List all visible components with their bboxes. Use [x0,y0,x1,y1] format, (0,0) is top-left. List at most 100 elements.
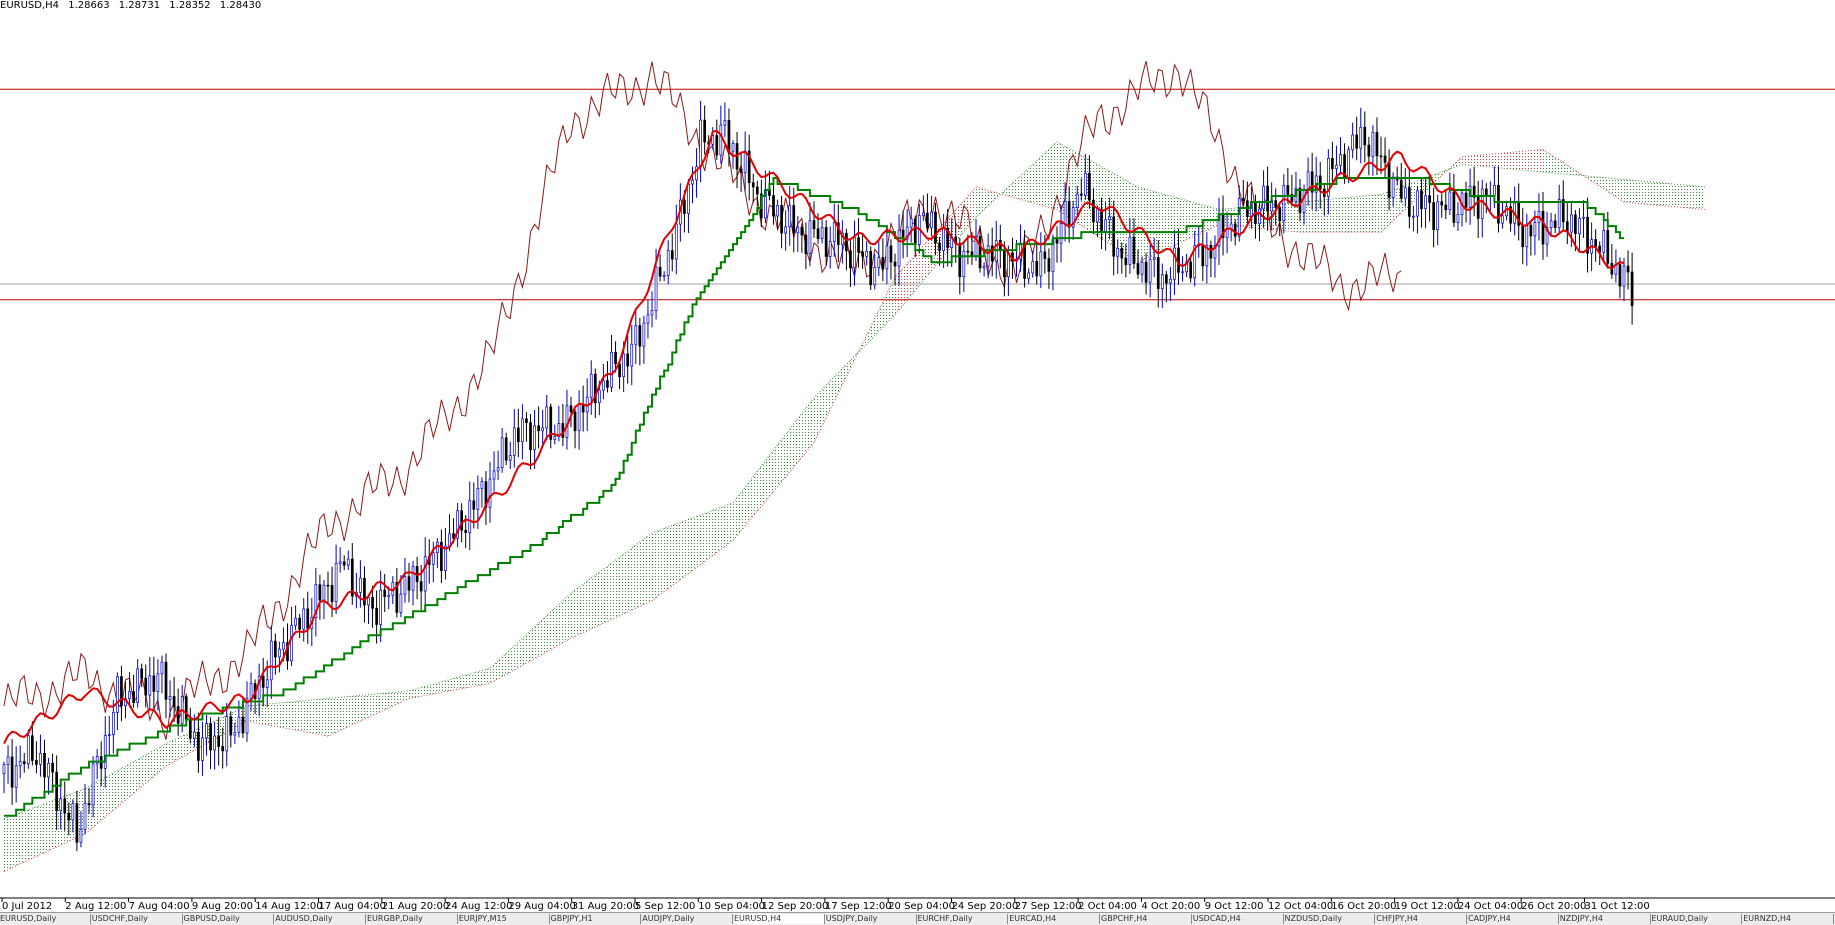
candle-body [217,735,220,747]
candle-body [853,237,856,269]
candle [1399,162,1403,203]
candle-body [1067,201,1071,228]
candle-body [383,589,387,597]
candle-body [840,232,844,245]
chart-tab[interactable]: EURCHF,Daily [918,914,1009,924]
candle-body [1525,224,1529,248]
candle [869,246,873,291]
candle [1120,242,1124,274]
candle-body [107,734,111,736]
chart-tab[interactable]: EURUSD,Daily [0,914,91,924]
candle-body [1083,172,1087,196]
chart-tab[interactable]: USDCAD,H4 [1193,914,1284,924]
candle-body [832,222,836,242]
candle-body [1407,187,1411,217]
candle [529,414,532,470]
chart-tab[interactable]: CADJPY,H4 [1468,914,1559,924]
tenkan-sen [3,129,1625,745]
chart-tab[interactable]: AUDUSD,Daily [275,914,366,924]
time-tick-label: 17 Sep 12:00 [825,901,892,912]
chart-tab[interactable]: NZDUSD,Daily [1285,914,1376,924]
chart-tab[interactable]: CHFJPY,H4 [1376,914,1467,924]
time-tick-label: 17 Aug 04:00 [319,901,386,912]
candle-body [909,218,913,228]
candle-body [1444,204,1448,211]
chart-tab[interactable]: EURJPY,M15 [459,914,550,924]
time-tick-label: 19 Oct 12:00 [1395,901,1460,912]
candle-body [1002,249,1006,278]
chart-tab[interactable]: EURAUD,Daily [1652,914,1743,924]
candle-body [1529,224,1533,237]
candle-body [1063,201,1067,225]
candle-body [1574,214,1577,235]
candle [1116,239,1120,274]
candle [423,537,427,611]
candle-body [26,735,30,765]
candle-body [1059,223,1063,244]
candle [1071,200,1075,240]
candle [966,234,970,265]
candle [662,271,666,281]
chart-tab[interactable]: USDJPY,Daily [826,914,917,924]
candle [642,315,646,364]
ohlc-low: 1.28352 [169,0,211,11]
candle [1079,178,1083,201]
candle-body [946,227,950,248]
chart-tab[interactable]: EURCAD,H4 [1009,914,1100,924]
candle [225,702,229,767]
candle-body [326,584,330,587]
candle-body [642,322,646,347]
chart-tab[interactable]: NZDJPY,H4 [1560,914,1651,924]
candle-body [930,211,933,229]
candle-body [213,735,216,751]
candle-body [168,696,172,700]
candle [480,477,484,508]
candle [792,188,796,253]
candle [735,131,739,189]
chart-tab[interactable]: GBPCHF,H4 [1101,914,1192,924]
candle [650,291,654,328]
candle-body [496,467,500,472]
candle [399,575,403,618]
candle-body [986,245,990,267]
candle-body [241,716,245,734]
candle-body [638,325,642,347]
chart-tab[interactable]: AUDJPY,Daily [642,914,733,924]
candle-body [346,558,350,566]
kumo-segment [814,277,895,443]
chart-tab[interactable]: GBPUSD,Daily [184,914,275,924]
chart-tab[interactable]: EURGBP,Daily [367,914,458,924]
candle-body [654,266,658,311]
candle-body [18,761,22,767]
chart-tab[interactable]: EURNZD,H4 [1743,914,1834,924]
ohlc-close: 1.28430 [219,0,262,11]
candle [346,550,350,571]
candle-body [492,470,496,480]
candle-body [512,427,516,456]
candle-body [87,803,91,806]
candle-body [962,250,966,277]
candle [800,223,804,253]
candle [205,714,208,756]
candle-body [529,422,532,451]
candle [302,598,306,642]
candle-body [1371,131,1375,157]
candle [1310,152,1314,210]
candle-body [1472,185,1476,198]
candle-body [269,640,273,681]
chart-tab[interactable]: EURUSD,H4 [734,914,825,924]
chart-tab[interactable]: GBPJPY,H1 [551,914,642,924]
candle-body [1116,248,1120,257]
chart-tab[interactable]: USDCHF,Daily [92,914,183,924]
candle [962,241,966,293]
candle-body [674,223,678,260]
candle-body [792,205,796,234]
candle [541,409,545,447]
candle-body [719,124,723,156]
candle [10,739,14,805]
candle-body [618,363,621,378]
candle-body [1112,216,1116,257]
candle-body [488,478,492,508]
